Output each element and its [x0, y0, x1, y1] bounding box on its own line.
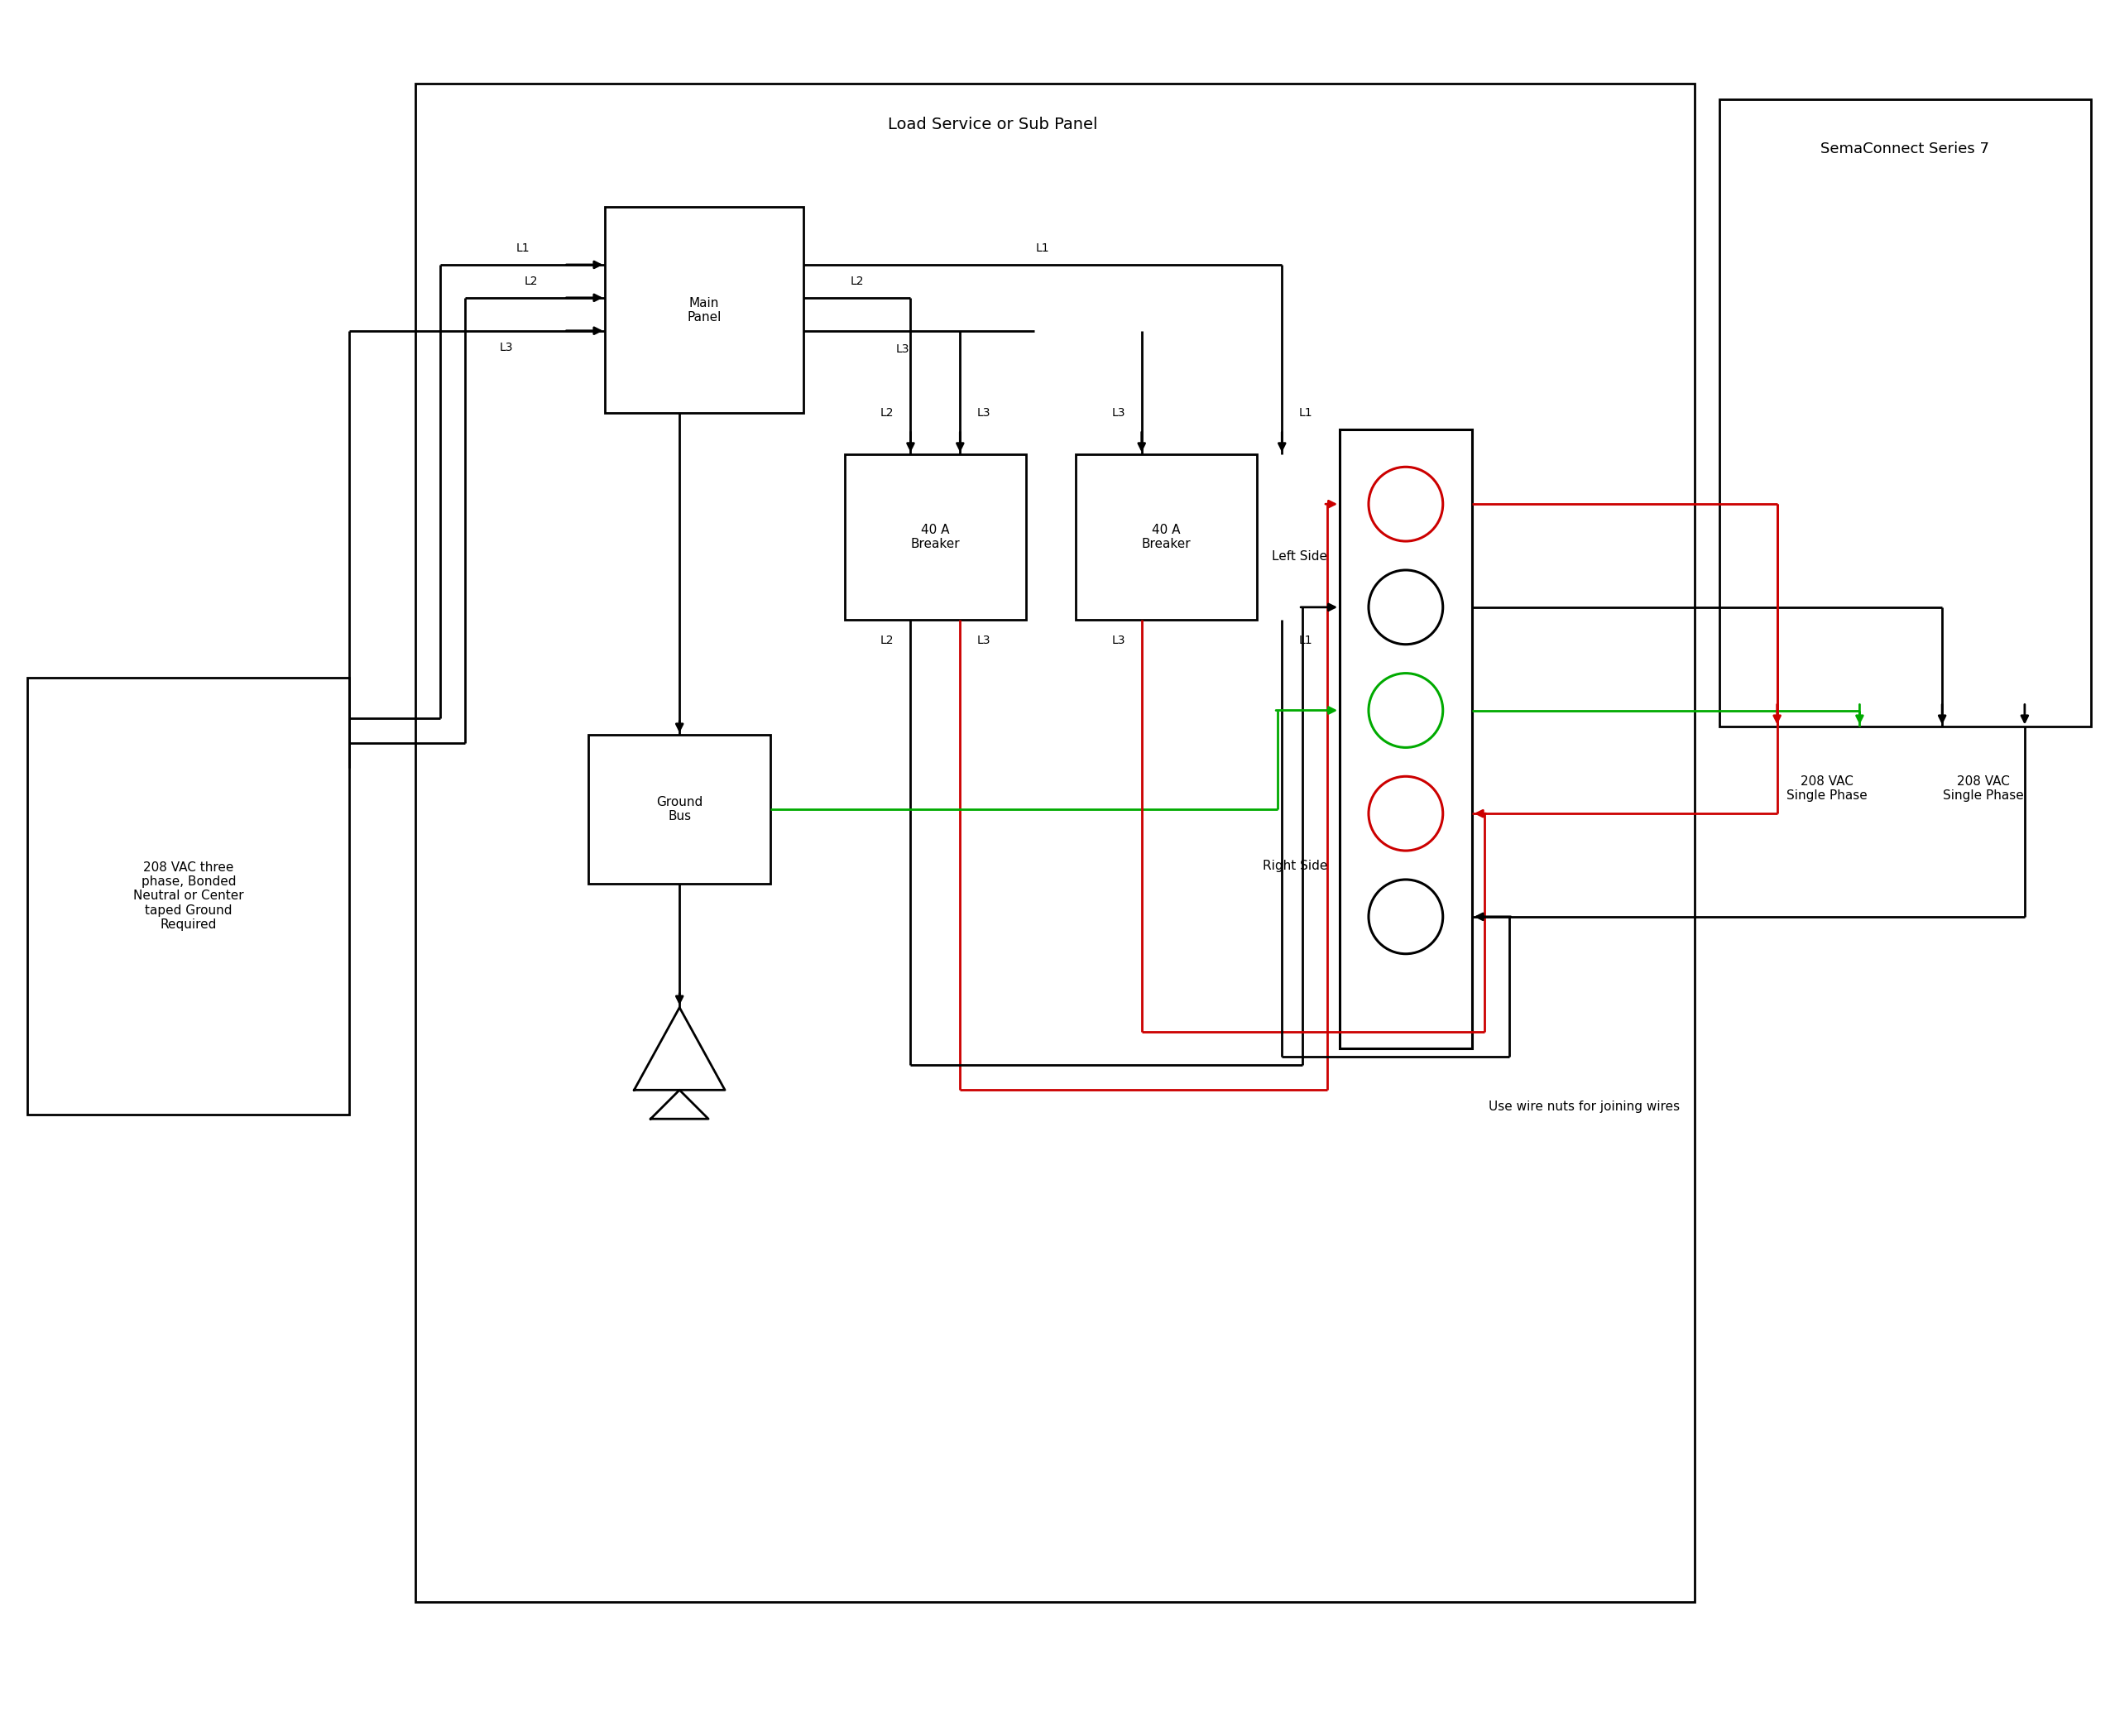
Text: 40 A
Breaker: 40 A Breaker [1142, 524, 1190, 550]
Text: Load Service or Sub Panel: Load Service or Sub Panel [888, 116, 1097, 132]
Text: L3: L3 [500, 342, 513, 352]
Text: L2: L2 [880, 634, 895, 646]
Text: L3: L3 [1112, 408, 1125, 418]
Bar [606, 207, 804, 413]
Text: Use wire nuts for joining wires: Use wire nuts for joining wires [1488, 1101, 1680, 1113]
Text: 208 VAC three
phase, Bonded
Neutral or Center
taped Ground
Required: 208 VAC three phase, Bonded Neutral or C… [133, 861, 245, 930]
Bar [1076, 455, 1258, 620]
Text: Left Side: Left Side [1272, 550, 1327, 562]
Text: Main
Panel: Main Panel [688, 297, 722, 323]
Bar [1340, 431, 1473, 1049]
Text: L1: L1 [1298, 634, 1312, 646]
Bar [416, 83, 1694, 1602]
Bar [844, 455, 1025, 620]
Text: Right Side: Right Side [1262, 859, 1327, 871]
Bar [1720, 99, 2091, 727]
Text: SemaConnect Series 7: SemaConnect Series 7 [1821, 142, 1990, 156]
Bar [27, 677, 350, 1115]
Text: L1: L1 [1036, 243, 1049, 253]
Text: L3: L3 [977, 634, 990, 646]
Text: 40 A
Breaker: 40 A Breaker [912, 524, 960, 550]
Text: 208 VAC
Single Phase: 208 VAC Single Phase [1943, 776, 2023, 802]
Text: L3: L3 [895, 344, 909, 354]
Text: L3: L3 [1112, 634, 1125, 646]
Bar [589, 734, 770, 884]
Text: L1: L1 [515, 243, 530, 253]
Text: L1: L1 [1298, 408, 1312, 418]
Text: Ground
Bus: Ground Bus [656, 797, 703, 823]
Text: L2: L2 [523, 276, 538, 286]
Text: L2: L2 [880, 408, 895, 418]
Text: 208 VAC
Single Phase: 208 VAC Single Phase [1787, 776, 1867, 802]
Text: L2: L2 [850, 276, 863, 286]
Text: L3: L3 [977, 408, 990, 418]
